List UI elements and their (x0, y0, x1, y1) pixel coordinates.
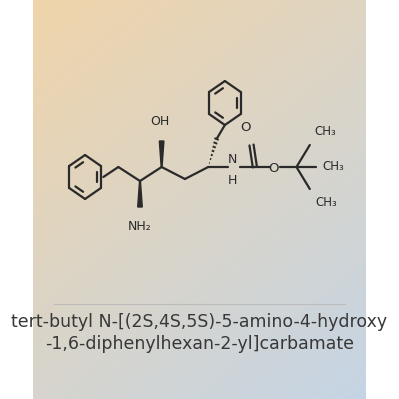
Text: O: O (269, 162, 279, 174)
Text: NH₂: NH₂ (128, 220, 152, 233)
Polygon shape (159, 141, 164, 167)
Text: O: O (241, 121, 251, 134)
Text: tert-butyl N-[(2S,4S,5S)-5-amino-4-hydroxy: tert-butyl N-[(2S,4S,5S)-5-amino-4-hydro… (12, 313, 387, 331)
Text: CH₃: CH₃ (322, 160, 344, 172)
Text: H: H (228, 174, 237, 187)
Text: N: N (228, 153, 237, 166)
Text: -1,6-diphenylhexan-2-yl]carbamate: -1,6-diphenylhexan-2-yl]carbamate (45, 335, 354, 353)
Polygon shape (138, 181, 142, 207)
Text: OH: OH (150, 115, 170, 128)
Text: CH₃: CH₃ (316, 196, 337, 209)
Text: CH₃: CH₃ (314, 125, 336, 138)
